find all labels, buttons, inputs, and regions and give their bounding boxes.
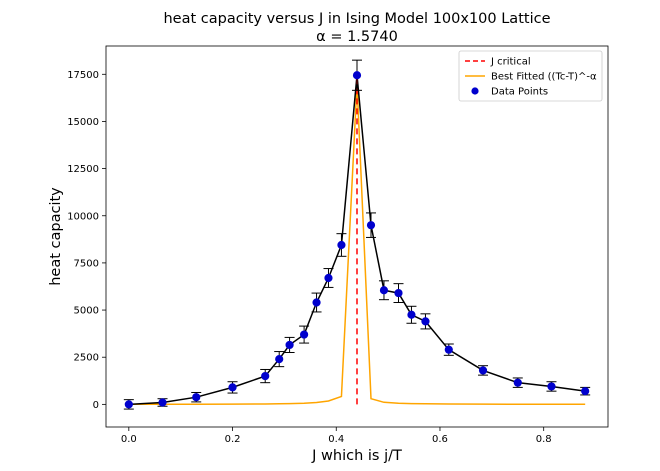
data-line <box>128 75 586 406</box>
y-axis: 0 2500 5000 7500 10000 12500 15000 17500 <box>67 70 106 411</box>
data-point <box>547 382 556 391</box>
y-tick-label: 2500 <box>74 353 99 364</box>
data-point <box>379 286 389 295</box>
data-point <box>158 398 167 407</box>
data-point <box>275 354 284 364</box>
x-tick-label: 0.0 <box>121 434 137 445</box>
x-tick-label: 0.4 <box>328 434 344 445</box>
data-point <box>444 345 453 354</box>
data-point <box>285 340 294 350</box>
x-tick-label: 0.8 <box>536 434 552 445</box>
data-point <box>394 288 403 298</box>
x-tick-label: 0.2 <box>225 434 241 445</box>
data-point <box>261 371 270 381</box>
y-tick-label: 12500 <box>67 164 99 175</box>
data-point <box>513 378 522 387</box>
y-tick-label: 5000 <box>74 306 99 317</box>
y-tick-label: 17500 <box>67 70 99 81</box>
legend-label: Best Fitted ((Tc-T)^-α <box>491 72 597 83</box>
data-point <box>407 310 416 319</box>
data-point <box>337 240 346 250</box>
chart-subtitle: α = 1.5740 <box>316 29 398 45</box>
legend: J critical Best Fitted ((Tc-T)^-α Data Poi… <box>458 50 603 102</box>
data-point <box>228 383 237 392</box>
legend-swatch-data-points <box>471 87 479 95</box>
x-tick-label: 0.6 <box>432 434 448 445</box>
y-tick-label: 0 <box>93 400 99 411</box>
y-axis-label: heat capacity <box>48 187 64 286</box>
data-point <box>352 71 362 80</box>
data-point <box>192 393 201 402</box>
data-point <box>478 366 488 375</box>
data-point <box>421 317 430 326</box>
legend-box <box>458 50 603 102</box>
x-axis-label: J which is j/T <box>311 448 402 464</box>
data-point <box>324 273 333 283</box>
axes-frame <box>105 45 609 428</box>
x-axis: 0.0 0.2 0.4 0.6 0.8 <box>121 427 552 445</box>
data-point <box>300 330 309 339</box>
data-point <box>581 387 590 396</box>
y-tick-label: 7500 <box>74 258 99 269</box>
y-tick-label: 10000 <box>67 211 99 222</box>
data-point <box>124 400 133 409</box>
data-point <box>312 298 321 307</box>
y-tick-label: 15000 <box>67 117 99 128</box>
legend-label: Data Points <box>491 87 548 98</box>
data-point <box>366 221 376 230</box>
fit-line <box>128 83 586 406</box>
legend-label: J critical <box>490 57 531 68</box>
plot-area <box>123 59 591 410</box>
chart-title: heat capacity versus J in Ising Model 10… <box>163 11 550 27</box>
